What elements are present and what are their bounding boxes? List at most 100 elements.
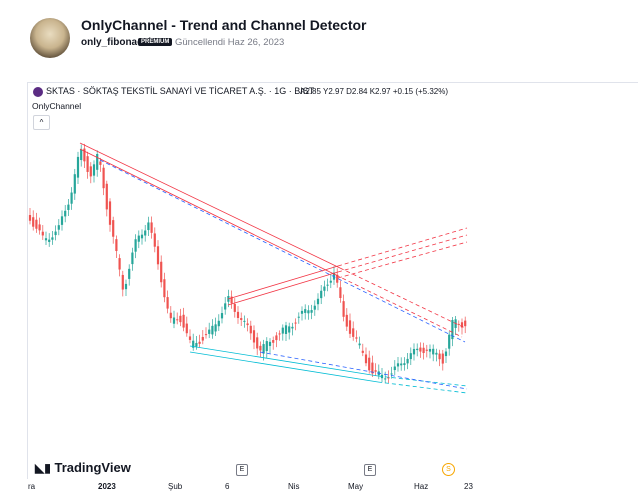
updated: Güncellendi Haz 26, 2023 [175,37,285,48]
collapse-button[interactable]: ^ [33,115,50,130]
candle-body [451,320,454,340]
candle-body [208,329,211,334]
candle-body [70,192,73,204]
chart-plot [28,142,468,394]
candle-body [441,353,444,364]
candle-body [140,234,144,239]
candle-body [156,246,160,265]
candle-body [86,156,89,172]
candle-body [371,362,374,374]
candle-body [233,303,236,312]
candle-body [249,325,252,334]
candle-body [201,336,204,341]
candle-body [60,216,64,225]
x-tick-label: Şub [168,482,183,491]
earnings-marker[interactable]: E [364,464,376,476]
candle-body [76,156,80,178]
candle-body [115,239,118,252]
candle-body [438,353,441,360]
x-tick-label: Nis [288,482,300,491]
candle-body [403,363,406,366]
candle-body [416,348,419,351]
candle-body [329,280,332,283]
candle-body [361,350,364,353]
candle-body [262,344,265,354]
candle-body [425,349,428,351]
split-marker[interactable]: S [442,463,455,476]
candle-body [48,239,51,242]
candle-body [67,204,70,211]
candle-body [44,238,48,241]
candle-body [464,320,467,327]
candle-body [182,314,185,328]
candle-body [332,272,336,280]
brand-logo[interactable]: ◣▮ TradingView [35,460,131,475]
candle-body [259,345,262,351]
x-tick-label: ra [28,482,36,491]
candle-body [160,261,163,283]
low: D2.84 [346,87,368,96]
candle-body [307,310,310,314]
candle-body [355,337,358,339]
candle-body [243,320,246,322]
candle-body [96,154,99,170]
candle-body [99,161,102,165]
candle-body [323,286,326,291]
candle-body [288,326,291,333]
candle-body [128,268,131,279]
candle-body [198,341,201,344]
candle-body [435,352,438,355]
candle-body [448,334,451,349]
author[interactable]: only_fibonacci [81,37,152,48]
candle-body [396,363,400,367]
candle-body [252,330,256,343]
candle-body [217,320,220,327]
candle-body [35,219,38,229]
candle-body [211,325,214,335]
earnings-marker[interactable]: E [236,464,248,476]
candle-body [137,235,140,242]
candle-body [57,225,60,230]
candle-body [326,284,329,286]
high: Y2.97 [322,87,344,96]
candle-body [214,324,217,332]
candle-body [284,325,288,334]
candle-body [131,252,134,265]
candle-body [121,274,124,290]
candle-body [73,174,76,194]
candle-body [364,354,368,364]
candle-body [166,297,169,309]
candle-body [313,305,316,310]
candle-body [179,315,182,323]
candle-body [339,287,342,299]
candle-body [294,322,297,324]
candle-body [422,347,425,354]
open: A2.85 [300,87,321,96]
candle-body [342,301,345,317]
candle-body [172,317,176,324]
candle-body [112,220,115,237]
candle-body [428,348,432,352]
candle-body [291,326,294,329]
candle-body [163,279,166,298]
candle-body [393,366,396,371]
candle-body [144,230,147,236]
candle-body [92,164,96,176]
candle-body [176,319,179,321]
candle-body [281,327,284,334]
ohlc: A2.85 Y2.97 D2.84 K2.97 +0.15 (+5.32%) [300,87,448,96]
candle-body [246,323,249,326]
candle-body [108,201,112,225]
candle-body [185,323,188,334]
candle-body [240,318,243,320]
title[interactable]: OnlyChannel - Trend and Channel Detector [81,17,367,33]
candle-body [432,348,435,355]
candle-body [275,335,278,341]
candle-body [54,231,57,236]
x-tick-label: 2023 [98,482,116,491]
candle-body [348,320,352,334]
candle-body [89,166,92,177]
candle-body [387,377,390,379]
change: +0.15 (+5.32%) [392,87,449,96]
candle-body [38,224,41,231]
